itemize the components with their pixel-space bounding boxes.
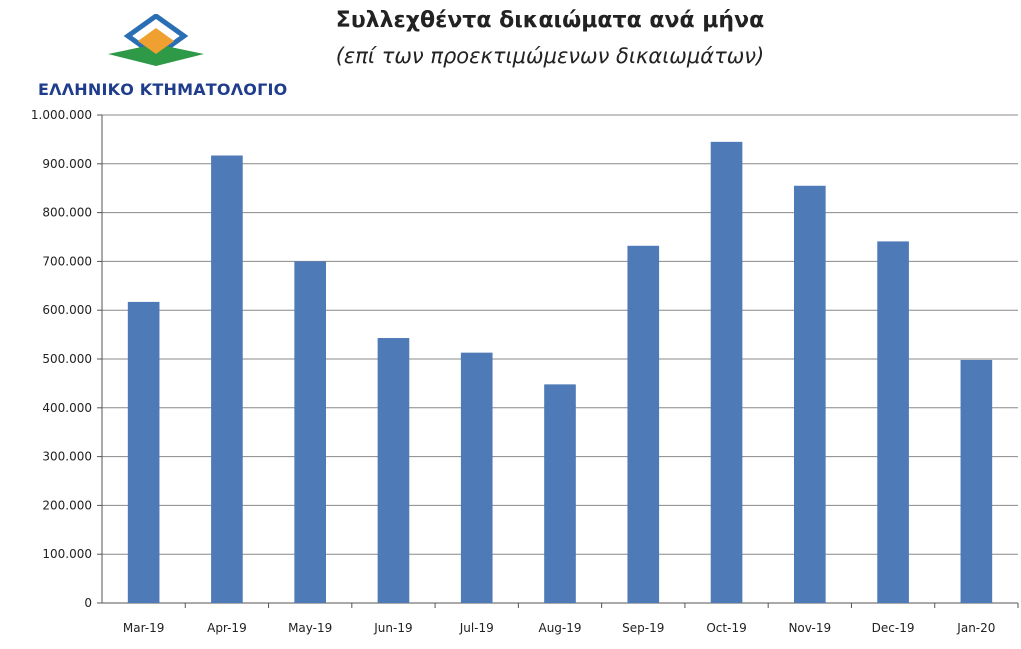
bar: [877, 241, 909, 603]
y-tick-label: 200.000: [42, 498, 92, 512]
bar: [627, 245, 660, 603]
bar: [377, 338, 410, 603]
bar: [294, 261, 327, 603]
y-tick-label: 100.000: [42, 547, 92, 561]
bar: [211, 155, 243, 603]
y-tick-label: 800.000: [42, 206, 92, 220]
logo-text: ΕΛΛΗΝΙΚΟ ΚΤΗΜΑΤΟΛΟΓΙΟ: [38, 80, 288, 99]
x-tick-label: Jan-20: [956, 621, 995, 635]
chart-subtitle: (επί των προεκτιμώμενων δικαιωμάτων): [335, 44, 765, 68]
x-tick-label: Oct-19: [706, 621, 746, 635]
x-tick-label: Jun-19: [373, 621, 412, 635]
y-tick-label: 400.000: [42, 401, 92, 415]
x-tick-label: Dec-19: [872, 621, 915, 635]
bar: [710, 141, 743, 603]
chart-title: Συλλεχθέντα δικαιώματα ανά μήνα: [335, 8, 765, 33]
x-tick-label: May-19: [288, 621, 332, 635]
y-tick-label: 300.000: [42, 450, 92, 464]
x-tick-label: Mar-19: [123, 621, 164, 635]
y-tick-label: 600.000: [42, 303, 92, 317]
y-tick-label: 0: [84, 596, 92, 610]
y-tick-label: 700.000: [42, 254, 92, 268]
bar: [544, 384, 576, 603]
bar: [460, 352, 493, 603]
y-tick-label: 900.000: [42, 157, 92, 171]
x-tick-label: Apr-19: [207, 621, 247, 635]
x-tick-label: Jul-19: [459, 621, 494, 635]
bar: [960, 359, 993, 603]
bar: [127, 301, 160, 603]
cadastre-emblem-icon: [108, 14, 204, 66]
cadastre-logo: ΕΛΛΗΝΙΚΟ ΚΤΗΜΑΤΟΛΟΓΙΟ: [30, 14, 290, 104]
bar: [793, 185, 826, 603]
x-tick-label: Nov-19: [788, 621, 831, 635]
x-tick-label: Aug-19: [538, 621, 581, 635]
y-tick-label: 500.000: [42, 352, 92, 366]
y-tick-label: 1.000.000: [31, 108, 92, 122]
x-tick-label: Sep-19: [622, 621, 664, 635]
